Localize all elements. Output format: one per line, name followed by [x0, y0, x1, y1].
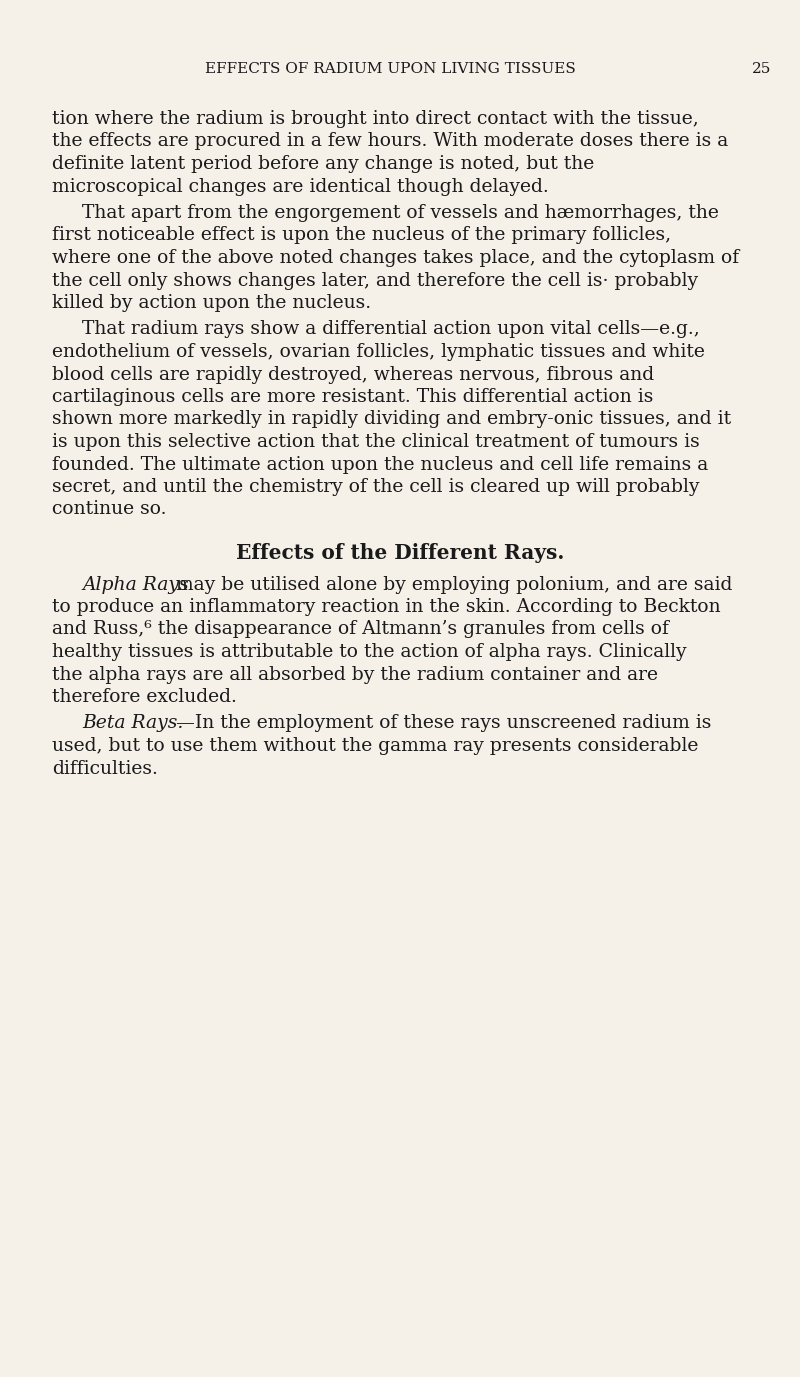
Text: secret, and until the chemistry of the cell is cleared up will probably: secret, and until the chemistry of the c…	[52, 478, 699, 496]
Text: definite latent period before any change is noted, but the: definite latent period before any change…	[52, 156, 594, 174]
Text: microscopical changes are identical though delayed.: microscopical changes are identical thou…	[52, 178, 549, 196]
Text: used, but to use them without the gamma ray presents considerable: used, but to use them without the gamma …	[52, 737, 698, 755]
Text: Beta Rays.: Beta Rays.	[82, 715, 183, 733]
Text: founded. The ultimate action upon the nucleus and cell life remains a: founded. The ultimate action upon the nu…	[52, 456, 708, 474]
Text: killed by action upon the nucleus.: killed by action upon the nucleus.	[52, 295, 371, 313]
Text: to produce an inflammatory reaction in the skin. According to Beckton: to produce an inflammatory reaction in t…	[52, 598, 721, 616]
Text: first noticeable effect is upon the nucleus of the primary follicles,: first noticeable effect is upon the nucl…	[52, 226, 671, 245]
Text: EFFECTS OF RADIUM UPON LIVING TISSUES: EFFECTS OF RADIUM UPON LIVING TISSUES	[205, 62, 575, 76]
Text: Effects of the Different Rays.: Effects of the Different Rays.	[236, 543, 564, 563]
Text: difficulties.: difficulties.	[52, 760, 158, 778]
Text: healthy tissues is attributable to the action of alpha rays. Clinically: healthy tissues is attributable to the a…	[52, 643, 686, 661]
Text: shown more markedly in rapidly dividing and embry-onic tissues, and it: shown more markedly in rapidly dividing …	[52, 410, 731, 428]
Text: blood cells are rapidly destroyed, whereas nervous, fibrous and: blood cells are rapidly destroyed, where…	[52, 365, 654, 384]
Text: and Russ,⁶ the disappearance of Altmann’s granules from cells of: and Russ,⁶ the disappearance of Altmann’…	[52, 621, 669, 639]
Text: therefore excluded.: therefore excluded.	[52, 688, 237, 706]
Text: 25: 25	[752, 62, 771, 76]
Text: is upon this selective action that the clinical treatment of tumours is: is upon this selective action that the c…	[52, 432, 700, 452]
Text: That radium rays show a differential action upon vital cells—e.g.,: That radium rays show a differential act…	[82, 321, 700, 339]
Text: the cell only shows changes later, and therefore the cell is· probably: the cell only shows changes later, and t…	[52, 271, 698, 289]
Text: Alpha Rays: Alpha Rays	[82, 576, 189, 593]
Text: —In the employment of these rays unscreened radium is: —In the employment of these rays unscree…	[176, 715, 711, 733]
Text: endothelium of vessels, ovarian follicles, lymphatic tissues and white: endothelium of vessels, ovarian follicle…	[52, 343, 705, 361]
Text: the effects are procured in a few hours. With moderate doses there is a: the effects are procured in a few hours.…	[52, 132, 728, 150]
Text: cartilaginous cells are more resistant. This differential action is: cartilaginous cells are more resistant. …	[52, 388, 654, 406]
Text: the alpha rays are all absorbed by the radium container and are: the alpha rays are all absorbed by the r…	[52, 665, 658, 683]
Text: That apart from the engorgement of vessels and hæmorrhages, the: That apart from the engorgement of vesse…	[82, 204, 719, 222]
Text: where one of the above noted changes takes place, and the cytoplasm of: where one of the above noted changes tak…	[52, 249, 739, 267]
Text: continue so.: continue so.	[52, 500, 166, 519]
Text: may be utilised alone by employing polonium, and are said: may be utilised alone by employing polon…	[176, 576, 732, 593]
Text: tion where the radium is brought into direct contact with the tissue,: tion where the radium is brought into di…	[52, 110, 698, 128]
